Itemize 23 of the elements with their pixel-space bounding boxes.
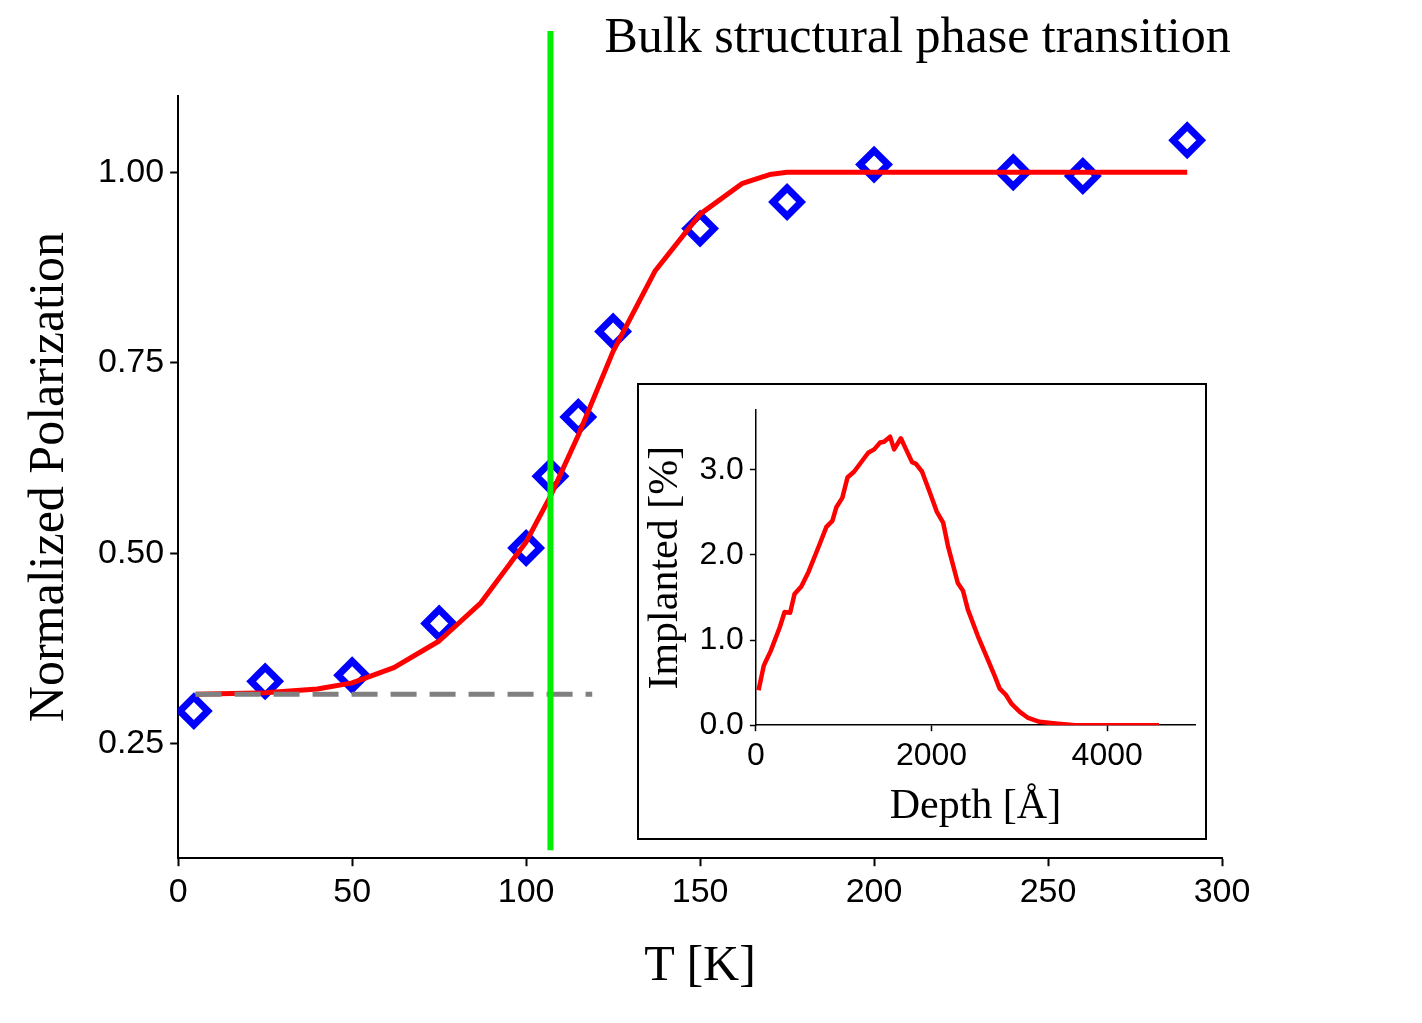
x-tick-label: 300 (1193, 870, 1251, 909)
y-tick-label: 1.0 (699, 619, 744, 656)
y-tick-label: 0.50 (97, 531, 165, 570)
x-axis-title: Depth [Å] (889, 780, 1062, 827)
y-tick-label: 0.0 (699, 705, 744, 742)
ref-line-label: Bulk structural phase transition (604, 7, 1231, 64)
x-tick-label: 0 (746, 736, 765, 773)
y-tick-label: 2.0 (699, 534, 744, 571)
y-tick-label: 0.75 (97, 341, 165, 380)
x-axis-title: T [K] (644, 935, 756, 992)
x-tick-label: 4000 (1071, 736, 1143, 773)
x-tick-label: 50 (333, 870, 372, 909)
x-tick-label: 200 (845, 870, 903, 909)
x-tick-label: 2000 (895, 736, 968, 773)
x-tick-label: 0 (168, 870, 188, 909)
x-tick-label: 100 (497, 870, 555, 909)
y-tick-label: 0.25 (97, 722, 165, 761)
y-axis-title: Implanted [%] (640, 445, 687, 690)
y-axis-title: Normalized Polarization (18, 232, 75, 723)
y-tick-label: 1.00 (97, 150, 165, 189)
y-tick-label: 3.0 (699, 449, 744, 486)
x-tick-label: 150 (671, 870, 729, 909)
x-tick-label: 250 (1019, 870, 1077, 909)
